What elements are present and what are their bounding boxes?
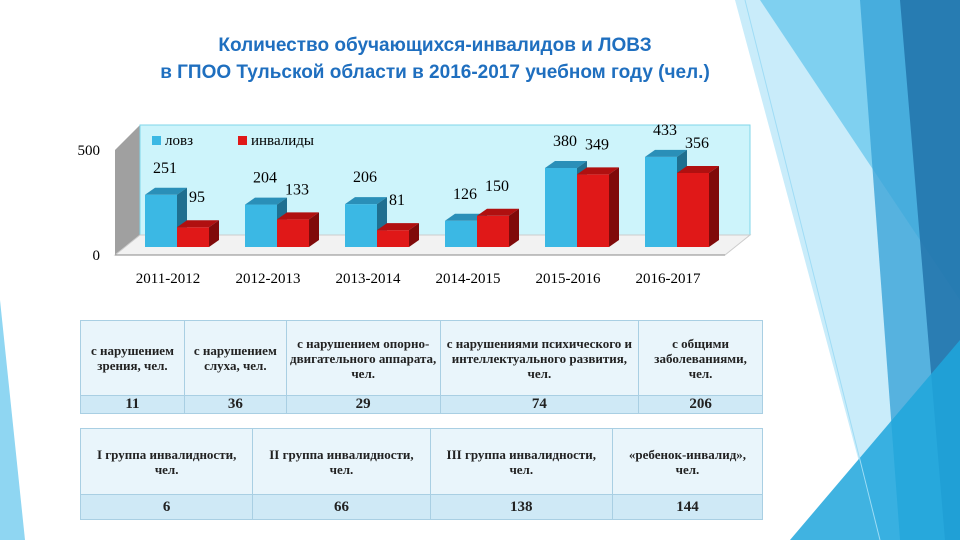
bar-top <box>245 197 287 205</box>
table-header: с нарушениями психического и интеллектуа… <box>439 320 640 396</box>
data-label: 81 <box>389 192 405 209</box>
table-cell: 36 <box>183 395 287 414</box>
table-header: с общими заболеваниями, чел. <box>638 320 763 396</box>
x-tick-label: 2013-2014 <box>336 271 401 287</box>
x-tick-label: 2014-2015 <box>436 271 501 287</box>
bar-top <box>677 165 719 173</box>
bar-top <box>377 223 419 231</box>
bar-side <box>409 223 419 247</box>
data-label: 126 <box>453 186 477 203</box>
legend-swatch-invalidy <box>238 136 247 145</box>
data-label: 95 <box>189 189 205 206</box>
table-header: II группа инвалидности, чел. <box>252 428 431 495</box>
page-title: Количество обучающихся-инвалидов и ЛОВЗ в… <box>0 32 870 86</box>
y-tick-label: 0 <box>93 248 101 264</box>
data-label: 349 <box>585 136 609 153</box>
x-tick-label: 2015-2016 <box>536 271 601 287</box>
bar-front-ловз <box>345 204 377 247</box>
table-header: с нарушением опорно-двигательного аппара… <box>285 320 441 396</box>
bar-top <box>477 208 519 216</box>
bar-top <box>345 197 387 205</box>
x-tick-label: 2012-2013 <box>236 271 301 287</box>
data-label: 206 <box>353 169 377 186</box>
table-cell: 66 <box>252 494 431 520</box>
data-label: 133 <box>285 181 309 198</box>
table-cell: 144 <box>611 494 764 520</box>
bar-top <box>277 212 319 220</box>
bar-front-инвалиды <box>177 227 209 247</box>
data-label: 204 <box>253 170 277 187</box>
bar-front-ловз <box>645 156 677 247</box>
legend-label-lovz: ловз <box>165 133 193 149</box>
table-header: I группа инвалидности, чел. <box>79 428 254 495</box>
legend-swatch-lovz <box>152 136 161 145</box>
table-cell: 29 <box>285 395 441 414</box>
table-cell: 138 <box>429 494 613 520</box>
bar-side <box>309 212 319 247</box>
bar-side <box>709 165 719 247</box>
table-cell: 6 <box>79 494 254 520</box>
data-label: 356 <box>685 135 709 152</box>
bar-front-инвалиды <box>677 172 709 247</box>
bar-side <box>509 208 519 247</box>
table-disability-types: с нарушением зрения, чел. с нарушением сл… <box>80 320 763 414</box>
table-header: III группа инвалидности, чел. <box>429 428 613 495</box>
bar-front-ловз <box>245 204 277 247</box>
bar-front-ловз <box>545 167 577 247</box>
table-cell: 206 <box>638 395 763 414</box>
bar-front-инвалиды <box>477 215 509 247</box>
bar-top <box>445 213 487 221</box>
bar-top <box>645 149 687 157</box>
legend-label-invalidy: инвалиды <box>251 133 314 149</box>
table-disability-groups: I группа инвалидности, чел. II группа инв… <box>79 428 764 520</box>
bar-top <box>545 160 587 168</box>
table-header: с нарушением слуха, чел. <box>183 320 287 396</box>
title-line-2: в ГПОО Тульской области в 2016-2017 учеб… <box>160 62 710 83</box>
bar-front-ловз <box>145 194 177 247</box>
title-line-1: Количество обучающихся-инвалидов и ЛОВЗ <box>218 35 652 56</box>
x-tick-label: 2011-2012 <box>136 271 200 287</box>
bar-top <box>177 220 219 228</box>
bar-front-инвалиды <box>577 174 609 247</box>
y-tick-label: 500 <box>78 143 101 159</box>
table-header: «ребенок-инвалид», чел. <box>611 428 764 495</box>
bar-side <box>609 167 619 247</box>
bar-top <box>577 167 619 175</box>
data-label: 433 <box>653 122 677 139</box>
x-tick-label: 2016-2017 <box>636 271 701 287</box>
side-wall <box>115 125 140 255</box>
bar-front-инвалиды <box>377 230 409 247</box>
bar-front-инвалиды <box>277 219 309 247</box>
table-cell: 74 <box>439 395 640 414</box>
data-label: 150 <box>485 178 509 195</box>
data-label: 380 <box>553 133 577 150</box>
data-label: 251 <box>153 160 177 177</box>
bar-side <box>209 220 219 247</box>
table-cell: 11 <box>80 395 185 414</box>
bar-front-ловз <box>445 220 477 247</box>
bar-top <box>145 187 187 195</box>
bar-chart: 0 500 2011-2012 251 95 2012-2013 204 133 2013-20… <box>78 122 752 287</box>
table-header: с нарушением зрения, чел. <box>80 320 185 396</box>
